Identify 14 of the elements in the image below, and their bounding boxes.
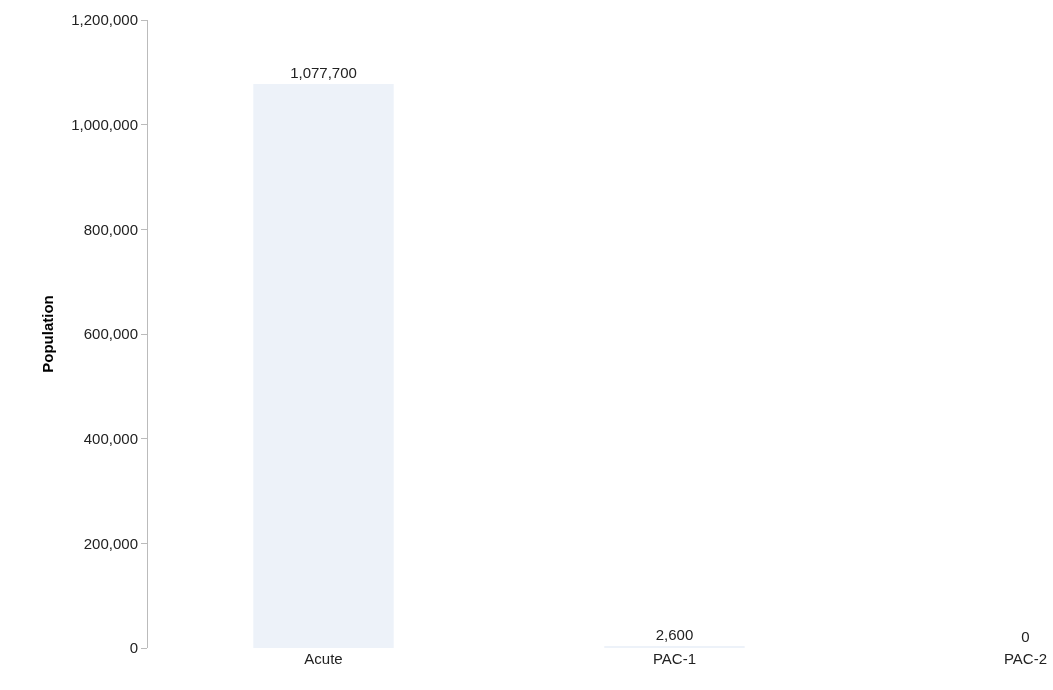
x-tick-label: Acute xyxy=(304,650,343,667)
y-tick-label: 600,000 xyxy=(83,325,138,343)
data-label: 0 xyxy=(1021,628,1030,645)
y-tick-label: 800,000 xyxy=(83,220,138,238)
y-tick-label: 1,200,000 xyxy=(71,11,138,29)
y-tick-label: 200,000 xyxy=(83,534,138,552)
y-axis-title: Population xyxy=(38,295,56,373)
x-tick-label: PAC-1 xyxy=(652,650,697,667)
y-tick-label: 0 xyxy=(129,639,138,657)
y-tick-label: 1,000,000 xyxy=(71,115,138,133)
data-label: 1,077,700 xyxy=(290,64,357,81)
data-label: 2,600 xyxy=(655,626,694,643)
x-tick-label: PAC-2 xyxy=(1003,650,1047,667)
y-tick-label: 400,000 xyxy=(83,429,138,447)
